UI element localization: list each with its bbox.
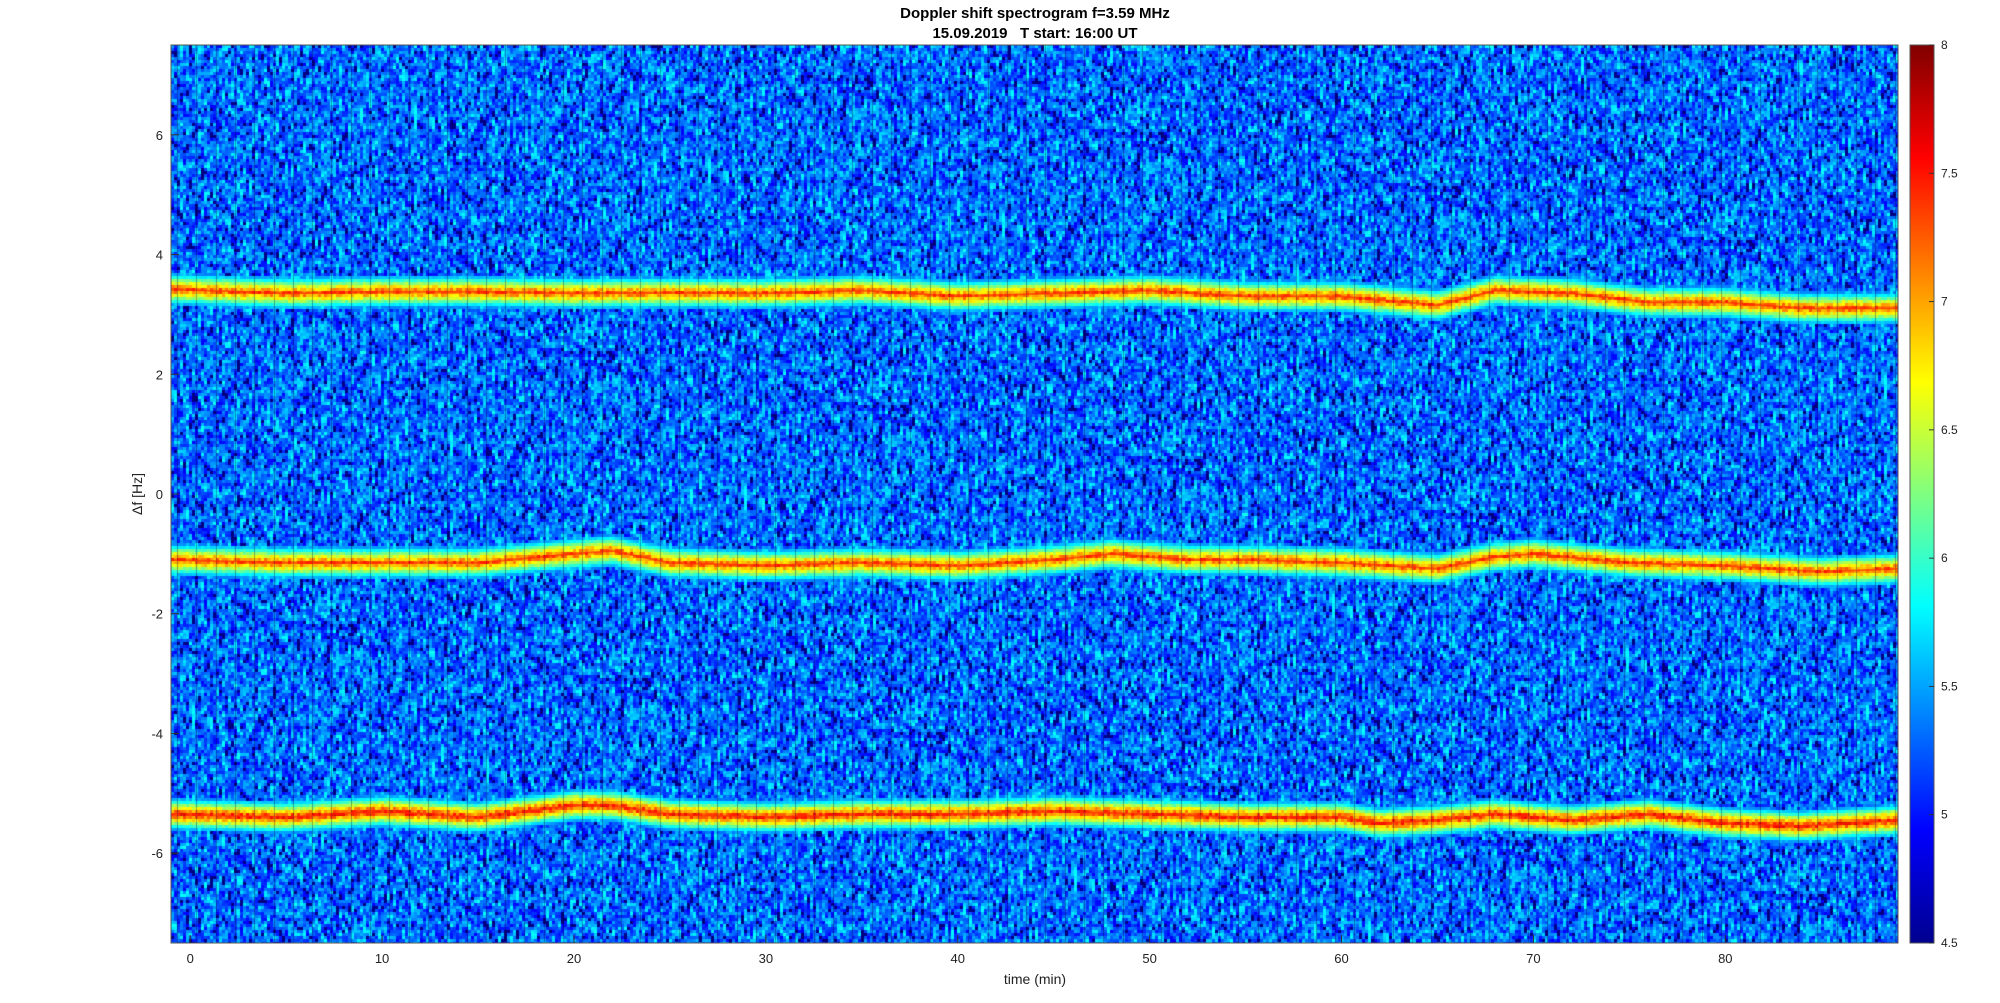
y-tick-label: -4: [151, 726, 163, 741]
colorbar-tick-label: 7: [1941, 295, 1948, 309]
x-tick-label: 40: [951, 951, 965, 966]
colorbar: 8 7.5 7 6.5 6 5.5 5 4.5: [1909, 38, 1958, 950]
colorbar-tick-label: 6: [1941, 551, 1948, 565]
colorbar-tick-label: 4.5: [1941, 936, 1958, 950]
colorbar-tick-label: 6.5: [1941, 423, 1958, 437]
y-tick-label: -2: [151, 607, 163, 622]
x-tick-label: 80: [1718, 951, 1732, 966]
trace-overlay: [171, 288, 1898, 828]
x-tick-label: 30: [759, 951, 773, 966]
colorbar-tick-label: 5.5: [1941, 679, 1958, 693]
plot-area: [170, 44, 1899, 944]
chart-subtitle: 15.09.2019 T start: 16:00 UT: [932, 25, 1137, 42]
x-tick-label: 60: [1334, 951, 1348, 966]
x-tick-label: 20: [567, 951, 581, 966]
y-tick-label: 4: [156, 248, 163, 263]
doppler-trace-2: [171, 549, 1898, 573]
colorbar-ticks: 8 7.5 7 6.5 6 5.5 5 4.5: [1929, 38, 1958, 950]
colorbar-tick-label: 8: [1941, 38, 1948, 52]
y-axis-label: Δf [Hz]: [129, 473, 145, 515]
colorbar-tick-label: 5: [1941, 808, 1948, 822]
x-tick-label: 0: [187, 951, 194, 966]
y-axis: 6 4 2 0 -2 -4 -6: [151, 128, 179, 861]
x-tick-label: 10: [375, 951, 389, 966]
y-tick-label: 2: [156, 367, 163, 382]
doppler-trace-1: [171, 288, 1898, 310]
spectrogram-image: [171, 45, 1898, 943]
chart-title: Doppler shift spectrogram f=3.59 MHz: [900, 5, 1170, 22]
doppler-trace-3: [171, 804, 1898, 828]
colorbar-gradient: [1909, 44, 1935, 944]
x-axis: 0 10 20 30 40 50 60 70 80: [187, 935, 1733, 966]
x-tick-label: 50: [1142, 951, 1156, 966]
x-axis-label: time (min): [1004, 971, 1066, 987]
y-tick-label: -6: [151, 846, 163, 861]
y-tick-label: 6: [156, 128, 163, 143]
y-tick-label: 0: [156, 487, 163, 502]
x-tick-label: 70: [1526, 951, 1540, 966]
colorbar-tick-label: 7.5: [1941, 166, 1958, 180]
